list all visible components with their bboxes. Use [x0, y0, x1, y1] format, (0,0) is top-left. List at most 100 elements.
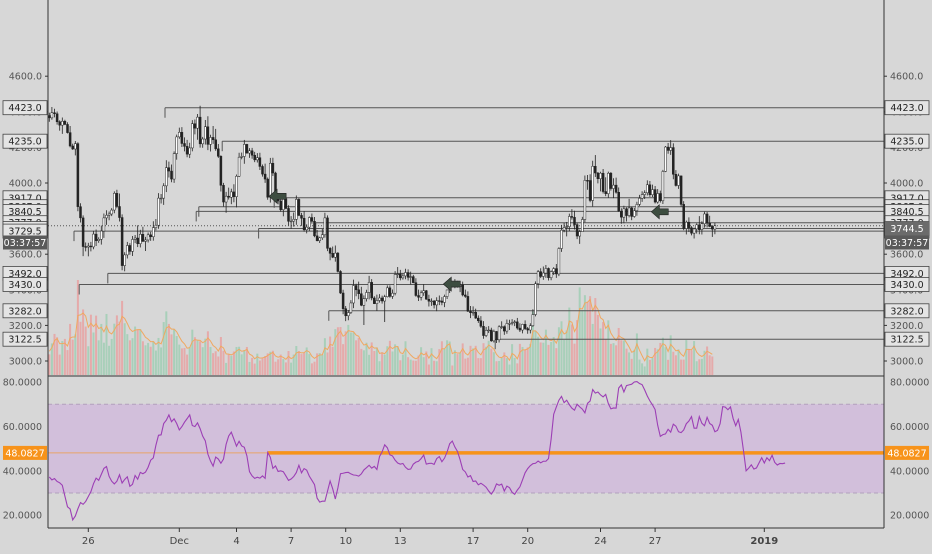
candle[interactable]: [287, 208, 290, 222]
candle[interactable]: [401, 275, 405, 279]
candle[interactable]: [443, 296, 446, 303]
candle[interactable]: [341, 292, 345, 309]
candle[interactable]: [565, 226, 568, 228]
candle[interactable]: [534, 283, 537, 315]
candle[interactable]: [323, 217, 327, 236]
candle[interactable]: [664, 146, 667, 172]
candle[interactable]: [58, 121, 61, 126]
candle[interactable]: [547, 268, 550, 278]
candle[interactable]: [243, 144, 246, 157]
candle[interactable]: [435, 300, 438, 306]
candle[interactable]: [214, 139, 217, 150]
candle[interactable]: [258, 157, 262, 167]
candle[interactable]: [635, 204, 639, 212]
candle[interactable]: [266, 178, 269, 198]
candle[interactable]: [570, 216, 574, 218]
candle[interactable]: [305, 226, 308, 231]
candle[interactable]: [344, 308, 347, 317]
candle[interactable]: [128, 245, 132, 252]
candle[interactable]: [612, 184, 615, 189]
candle[interactable]: [256, 157, 259, 161]
candle[interactable]: [607, 172, 610, 194]
candle[interactable]: [349, 302, 353, 313]
candle[interactable]: [674, 174, 678, 186]
candle[interactable]: [131, 239, 134, 252]
candle[interactable]: [573, 217, 576, 225]
candle[interactable]: [487, 329, 490, 332]
candle[interactable]: [614, 184, 618, 193]
candle[interactable]: [227, 195, 230, 198]
candle[interactable]: [383, 296, 386, 302]
candle[interactable]: [55, 113, 59, 123]
candle[interactable]: [508, 323, 511, 325]
candle[interactable]: [152, 227, 155, 238]
candle[interactable]: [357, 289, 360, 294]
candle[interactable]: [217, 148, 220, 157]
candle[interactable]: [672, 147, 675, 175]
candle[interactable]: [497, 326, 501, 341]
candle[interactable]: [399, 273, 402, 279]
candle[interactable]: [118, 206, 121, 218]
candle[interactable]: [261, 166, 264, 175]
candle[interactable]: [521, 324, 524, 331]
candle[interactable]: [682, 204, 685, 229]
candle[interactable]: [544, 268, 548, 274]
candle[interactable]: [396, 273, 399, 276]
candle[interactable]: [690, 227, 693, 234]
candle[interactable]: [591, 166, 594, 201]
candle[interactable]: [292, 219, 295, 222]
candle[interactable]: [711, 226, 714, 230]
candle[interactable]: [542, 272, 545, 277]
candle[interactable]: [705, 213, 709, 224]
candle[interactable]: [120, 217, 124, 266]
candle[interactable]: [97, 239, 100, 241]
candle[interactable]: [505, 323, 509, 332]
candle[interactable]: [713, 225, 717, 230]
candle[interactable]: [328, 248, 332, 254]
candle[interactable]: [237, 156, 241, 177]
candle[interactable]: [157, 197, 160, 226]
candle[interactable]: [149, 234, 152, 238]
candle[interactable]: [557, 248, 561, 275]
candle[interactable]: [708, 222, 711, 227]
candle[interactable]: [620, 210, 623, 218]
candle[interactable]: [253, 154, 256, 161]
candle[interactable]: [417, 295, 420, 298]
candle[interactable]: [669, 147, 672, 151]
candle[interactable]: [302, 217, 306, 231]
candle[interactable]: [81, 217, 85, 247]
candle[interactable]: [440, 300, 444, 303]
candle[interactable]: [646, 184, 649, 194]
candle[interactable]: [516, 321, 519, 329]
candle[interactable]: [409, 276, 412, 278]
candle[interactable]: [596, 172, 600, 179]
candle[interactable]: [211, 137, 215, 140]
candle[interactable]: [700, 223, 704, 230]
candle[interactable]: [352, 285, 355, 304]
candle[interactable]: [581, 219, 584, 232]
candle[interactable]: [695, 224, 698, 230]
candle[interactable]: [297, 199, 301, 216]
candle[interactable]: [503, 326, 506, 332]
candle[interactable]: [74, 143, 77, 150]
candle[interactable]: [50, 112, 54, 119]
candle[interactable]: [588, 180, 592, 201]
candle[interactable]: [687, 221, 691, 228]
candle[interactable]: [204, 126, 207, 140]
candle[interactable]: [154, 224, 158, 228]
candle[interactable]: [378, 297, 381, 301]
candle[interactable]: [388, 287, 392, 297]
candle[interactable]: [279, 200, 282, 210]
candle[interactable]: [604, 191, 607, 194]
candle[interactable]: [474, 311, 477, 319]
candle[interactable]: [310, 217, 314, 222]
candle[interactable]: [136, 237, 139, 244]
candle[interactable]: [191, 123, 194, 149]
candle[interactable]: [240, 156, 243, 158]
candle[interactable]: [48, 115, 51, 119]
candle[interactable]: [362, 298, 366, 306]
candle[interactable]: [331, 253, 334, 258]
candle[interactable]: [560, 229, 563, 249]
candle[interactable]: [94, 233, 98, 241]
candle[interactable]: [76, 143, 80, 207]
